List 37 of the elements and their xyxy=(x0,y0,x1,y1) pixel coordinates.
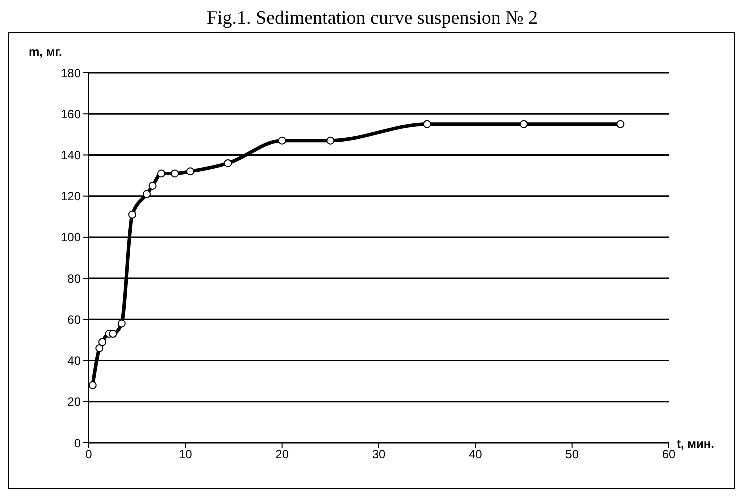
point xyxy=(171,170,180,178)
point xyxy=(109,330,118,338)
y-tick-label: 100 xyxy=(60,230,82,245)
y-tick-label: 20 xyxy=(68,395,82,410)
x-tick-label: 20 xyxy=(276,448,290,462)
point xyxy=(89,381,97,390)
point xyxy=(158,170,166,178)
y-tick-label: 40 xyxy=(68,354,82,368)
point xyxy=(278,136,286,145)
y-tick-label: 180 xyxy=(60,66,82,80)
x-tick-label: 0 xyxy=(86,448,93,462)
x-tick-label: 60 xyxy=(662,448,676,462)
chart-title: Fig.1. Sedimentation curve suspension № 2 xyxy=(206,8,540,31)
x-tick-label: 50 xyxy=(566,448,580,462)
x-tick-label: 10 xyxy=(178,448,193,462)
point xyxy=(143,190,151,198)
y-tick-label: 80 xyxy=(68,272,82,286)
y-tick-label: 60 xyxy=(68,312,82,327)
point xyxy=(616,120,625,128)
point xyxy=(423,120,432,128)
point xyxy=(520,120,528,128)
point xyxy=(148,182,157,190)
point xyxy=(96,344,104,352)
point xyxy=(326,136,335,145)
point xyxy=(118,320,126,328)
x-axis-title: t, мин. xyxy=(677,437,714,451)
y-tick-label: 140 xyxy=(60,148,82,162)
x-tick-label: 40 xyxy=(468,448,483,462)
point xyxy=(98,338,107,346)
point xyxy=(128,210,136,219)
y-tick-label: 0 xyxy=(74,436,82,450)
point xyxy=(224,159,232,168)
point xyxy=(186,168,194,176)
y-tick-label: 160 xyxy=(60,107,82,122)
y-tick-label: 120 xyxy=(60,190,82,204)
x-tick-label: 30 xyxy=(372,448,386,462)
y-axis-title: m, мг. xyxy=(29,45,62,59)
